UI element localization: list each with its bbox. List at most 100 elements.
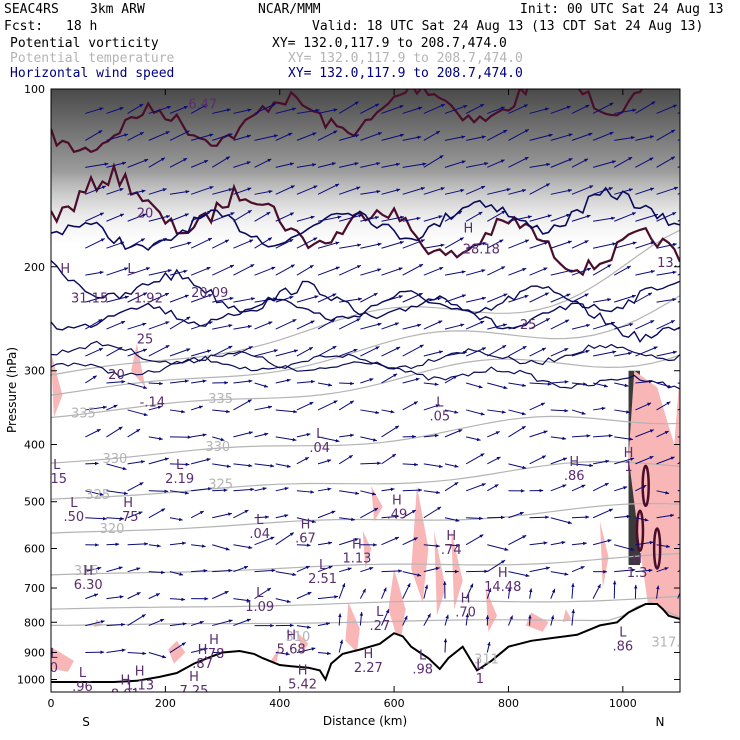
- fcst-value: 18 h: [66, 19, 98, 34]
- wind-arrowhead: [289, 239, 294, 243]
- wind-arrowhead: [290, 264, 295, 268]
- wind-arrowhead: [438, 350, 443, 354]
- wind-arrowhead: [445, 614, 449, 619]
- wind-arrowhead: [608, 508, 613, 513]
- wind-arrowhead: [545, 515, 549, 519]
- wind-vector: [317, 183, 340, 195]
- wind-arrowhead: [482, 296, 486, 301]
- wind-arrowhead: [458, 211, 463, 215]
- wind-arrowhead: [347, 567, 352, 571]
- wind-vector: [190, 133, 214, 141]
- run-name: SEAC4RS: [4, 2, 59, 17]
- wind-arrowhead: [208, 487, 212, 491]
- x-tick-label: 400: [269, 697, 290, 710]
- wind-arrowhead: [562, 484, 567, 488]
- wind-arrowhead: [544, 292, 549, 296]
- extremum-value-label: .86: [564, 469, 585, 484]
- wind-arrowhead: [546, 162, 551, 167]
- theta-contour: [51, 461, 680, 500]
- wind-arrowhead: [670, 456, 675, 460]
- y-tick-label: 1000: [17, 673, 45, 686]
- wind-vector: [148, 215, 171, 222]
- wind-arrowhead: [681, 583, 684, 587]
- wind-arrowhead: [396, 162, 400, 167]
- wind-arrowhead: [459, 237, 464, 241]
- wind-arrowhead: [223, 488, 228, 492]
- wind-vector: [487, 293, 508, 303]
- extremum-value-label: 5.42: [288, 677, 317, 692]
- wind-arrowhead: [187, 241, 192, 246]
- wind-arrowhead: [671, 129, 676, 134]
- wind-arrowhead: [166, 215, 170, 219]
- wind-arrowhead: [583, 382, 587, 386]
- wind-arrowhead: [484, 569, 488, 574]
- extremum-type-label: L: [419, 648, 427, 663]
- wind-arrowhead: [418, 106, 423, 111]
- wind-arrowhead: [104, 162, 109, 166]
- wind-vector: [190, 210, 212, 222]
- wind-vector: [402, 263, 424, 276]
- wind-arrowhead: [586, 214, 591, 219]
- extremum-value-label: 2.51: [308, 572, 337, 587]
- wind-arrowhead: [610, 321, 615, 326]
- wind-arrowhead: [165, 321, 170, 325]
- wind-arrowhead: [313, 185, 318, 189]
- high-pv-region: [168, 640, 186, 664]
- fcst-label: Fcst:: [4, 19, 44, 34]
- wind-arrowhead: [331, 319, 336, 323]
- wind-arrowhead: [369, 566, 374, 571]
- extremum-value-label: 14.48: [484, 580, 521, 595]
- pv-contour-label: 13.2: [657, 256, 686, 271]
- plot-frame: [50, 88, 681, 693]
- wind-arrowhead: [271, 568, 276, 573]
- pv-contour: [51, 280, 680, 331]
- wind-arrowhead: [481, 269, 486, 273]
- theta-label: 317.8: [651, 636, 688, 651]
- wind-arrowhead: [539, 488, 544, 493]
- wind-arrowhead: [543, 541, 548, 545]
- wind-arrowhead: [356, 265, 361, 269]
- wind-arrowhead: [394, 514, 399, 519]
- wind-arrowhead: [391, 454, 396, 458]
- wind-vector: [190, 186, 214, 195]
- extremum-type-label: L: [319, 558, 327, 573]
- wind-arrowhead: [568, 269, 573, 273]
- extremum-type-label: H: [301, 517, 311, 532]
- wind-arrowhead: [562, 436, 567, 441]
- wind-vector: [614, 109, 637, 114]
- wind-arrowhead: [649, 157, 654, 161]
- wind-vector: [148, 105, 172, 114]
- theta-label: 325: [85, 488, 110, 503]
- wind-vector: [677, 166, 680, 168]
- wind-arrowhead: [647, 402, 652, 406]
- wind-arrowhead: [183, 105, 188, 110]
- extremum-type-label: L: [619, 625, 627, 640]
- wind-arrowhead: [481, 135, 486, 139]
- wind-arrowhead: [564, 408, 569, 413]
- wind-arrowhead: [226, 464, 231, 468]
- wind-arrowhead: [626, 514, 631, 519]
- wind-arrowhead: [162, 238, 167, 242]
- field-range-wind: XY= 132.0,117.9 to 208.7,474.0: [288, 66, 523, 81]
- wind-arrowhead: [226, 409, 230, 414]
- wind-arrowhead: [485, 615, 490, 619]
- wind-vector: [275, 264, 295, 276]
- extremum-type-label: H: [464, 222, 474, 237]
- wind-arrowhead: [348, 455, 353, 459]
- wind-arrowhead: [607, 539, 612, 543]
- wind-vector: [402, 239, 425, 249]
- high-pv-region: [51, 353, 63, 418]
- wind-arrowhead: [460, 188, 465, 193]
- wind-arrowhead: [118, 347, 123, 351]
- wind-arrowhead: [417, 573, 422, 577]
- wind-arrowhead: [581, 411, 586, 415]
- wind-arrowhead: [568, 133, 573, 137]
- wind-arrowhead: [650, 241, 655, 245]
- wind-arrowhead: [375, 346, 380, 350]
- wind-arrowhead: [292, 437, 297, 442]
- wind-arrowhead: [181, 597, 186, 602]
- wind-arrowhead: [207, 238, 212, 242]
- wind-vector: [275, 532, 295, 546]
- wind-arrowhead: [407, 583, 411, 588]
- high-pv-region: [345, 602, 360, 653]
